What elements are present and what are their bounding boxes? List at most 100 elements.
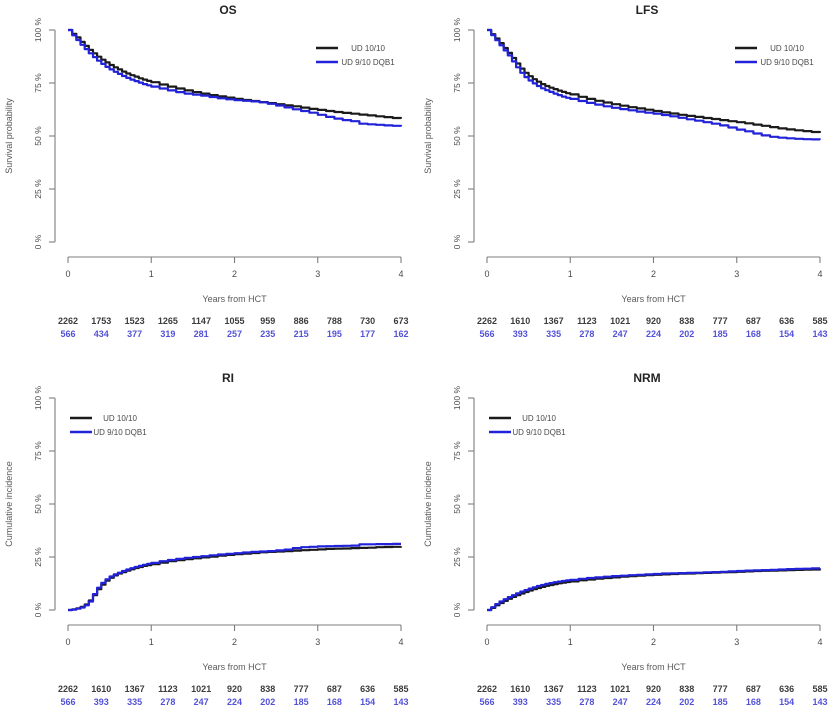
at-risk-count-nrm-row1: 920: [646, 684, 661, 694]
at-risk-count-lfs-row2: 143: [812, 329, 827, 339]
at-risk-count-nrm-row2: 278: [579, 697, 594, 707]
at-risk-count-nrm-row1: 687: [746, 684, 761, 694]
y-tick-label: 100 %: [452, 386, 462, 411]
at-risk-count-os-row2: 195: [327, 329, 342, 339]
at-risk-count-ri-row1: 1021: [191, 684, 211, 694]
at-risk-count-ri-row1: 636: [360, 684, 375, 694]
x-tick-label: 0: [65, 269, 70, 279]
y-tick-label: 25 %: [33, 179, 43, 199]
x-tick-label: 0: [65, 637, 70, 647]
at-risk-count-ri-row1: 687: [327, 684, 342, 694]
at-risk-count-ri-row1: 838: [260, 684, 275, 694]
at-risk-count-nrm-row1: 585: [812, 684, 827, 694]
at-risk-count-nrm-row2: 202: [679, 697, 694, 707]
at-risk-count-nrm-row2: 168: [746, 697, 761, 707]
x-tick-label: 3: [734, 637, 739, 647]
at-risk-count-nrm-row1: 1021: [610, 684, 630, 694]
at-risk-count-os-row1: 2262: [58, 316, 78, 326]
at-risk-count-ri-row2: 247: [194, 697, 209, 707]
at-risk-count-os-row2: 281: [194, 329, 209, 339]
at-risk-count-lfs-row2: 224: [646, 329, 661, 339]
y-tick-label: 0 %: [452, 602, 462, 617]
at-risk-count-lfs-row2: 168: [746, 329, 761, 339]
x-tick-label: 4: [398, 269, 403, 279]
at-risk-count-ri-row1: 2262: [58, 684, 78, 694]
at-risk-count-lfs-row1: 1123: [577, 316, 597, 326]
x-tick-label: 1: [568, 637, 573, 647]
at-risk-count-nrm-row1: 636: [779, 684, 794, 694]
at-risk-count-lfs-row1: 777: [713, 316, 728, 326]
y-tick-label: 25 %: [33, 547, 43, 567]
at-risk-count-os-row1: 788: [327, 316, 342, 326]
series-curve-series1: [68, 545, 403, 612]
y-tick-label: 100 %: [33, 18, 43, 43]
at-risk-count-os-row1: 1055: [224, 316, 244, 326]
at-risk-count-ri-row2: 154: [360, 697, 375, 707]
series-curve-series2: [68, 542, 401, 612]
at-risk-count-lfs-row1: 1021: [610, 316, 630, 326]
at-risk-count-nrm-row2: 566: [479, 697, 494, 707]
series-curve-series2: [487, 567, 822, 612]
at-risk-count-ri-row1: 1610: [91, 684, 111, 694]
x-tick-label: 1: [149, 269, 154, 279]
at-risk-count-lfs-row2: 393: [513, 329, 528, 339]
y-tick-label: 75 %: [452, 441, 462, 461]
at-risk-count-ri-row2: 143: [393, 697, 408, 707]
at-risk-count-ri-row1: 1367: [125, 684, 145, 694]
at-risk-count-ri-row2: 335: [127, 697, 142, 707]
at-risk-count-ri-row2: 224: [227, 697, 242, 707]
at-risk-count-lfs-row2: 278: [579, 329, 594, 339]
x-tick-label: 0: [484, 269, 489, 279]
series-curve-series1: [487, 28, 822, 134]
at-risk-count-nrm-row2: 185: [713, 697, 728, 707]
at-risk-count-nrm-row2: 154: [779, 697, 794, 707]
x-tick-label: 4: [817, 637, 822, 647]
x-tick-label: 2: [651, 269, 656, 279]
at-risk-count-ri-row1: 1123: [158, 684, 178, 694]
y-tick-label: 50 %: [452, 126, 462, 146]
legend-label-series1: UD 10/10: [351, 44, 385, 53]
x-tick-label: 4: [817, 269, 822, 279]
y-tick-label: 0 %: [33, 234, 43, 249]
at-risk-count-nrm-row1: 1610: [510, 684, 530, 694]
x-tick-label: 0: [484, 637, 489, 647]
y-tick-label: 25 %: [452, 547, 462, 567]
at-risk-count-nrm-row1: 777: [713, 684, 728, 694]
x-tick-label: 2: [232, 637, 237, 647]
y-tick-label: 100 %: [33, 386, 43, 411]
panel-nrm: NRM Cumulative incidence 0 % 25 % 50 % 75 % 10…: [419, 368, 837, 714]
panel-title-ri: RI: [222, 371, 234, 385]
at-risk-count-ri-row2: 566: [60, 697, 75, 707]
y-tick-label: 50 %: [33, 126, 43, 146]
panel-os: OS Survival probability 0 % 25 % 50 % 75 % 100…: [0, 0, 418, 346]
at-risk-count-os-row2: 319: [160, 329, 175, 339]
at-risk-count-nrm-row1: 1367: [544, 684, 564, 694]
at-risk-count-nrm-row2: 393: [513, 697, 528, 707]
x-tick-label: 2: [232, 269, 237, 279]
os-chart: OS Survival probability 0 % 25 % 50 % 75 % 100…: [4, 3, 409, 339]
at-risk-count-ri-row2: 202: [260, 697, 275, 707]
at-risk-count-ri-row1: 920: [227, 684, 242, 694]
at-risk-count-nrm-row1: 2262: [477, 684, 497, 694]
y-axis-title: Survival probability: [4, 98, 14, 174]
at-risk-count-lfs-row1: 585: [812, 316, 827, 326]
panel-lfs: LFS Survival probability 0 % 25 % 50 % 75 % 10…: [419, 0, 837, 346]
x-tick-label: 3: [315, 637, 320, 647]
at-risk-count-ri-row1: 585: [393, 684, 408, 694]
y-tick-label: 100 %: [452, 18, 462, 43]
x-tick-label: 2: [651, 637, 656, 647]
panel-title-nrm: NRM: [633, 371, 660, 385]
x-axis-title: Years from HCT: [621, 294, 686, 304]
y-tick-label: 0 %: [33, 602, 43, 617]
y-tick-label: 0 %: [452, 234, 462, 249]
at-risk-count-os-row2: 257: [227, 329, 242, 339]
at-risk-count-nrm-row2: 224: [646, 697, 661, 707]
at-risk-count-nrm-row2: 335: [546, 697, 561, 707]
panel-title-lfs: LFS: [636, 3, 659, 17]
y-axis-title: Cumulative incidence: [423, 461, 433, 547]
y-tick-label: 50 %: [33, 494, 43, 514]
at-risk-count-os-row1: 886: [294, 316, 309, 326]
at-risk-count-nrm-row1: 1123: [577, 684, 597, 694]
